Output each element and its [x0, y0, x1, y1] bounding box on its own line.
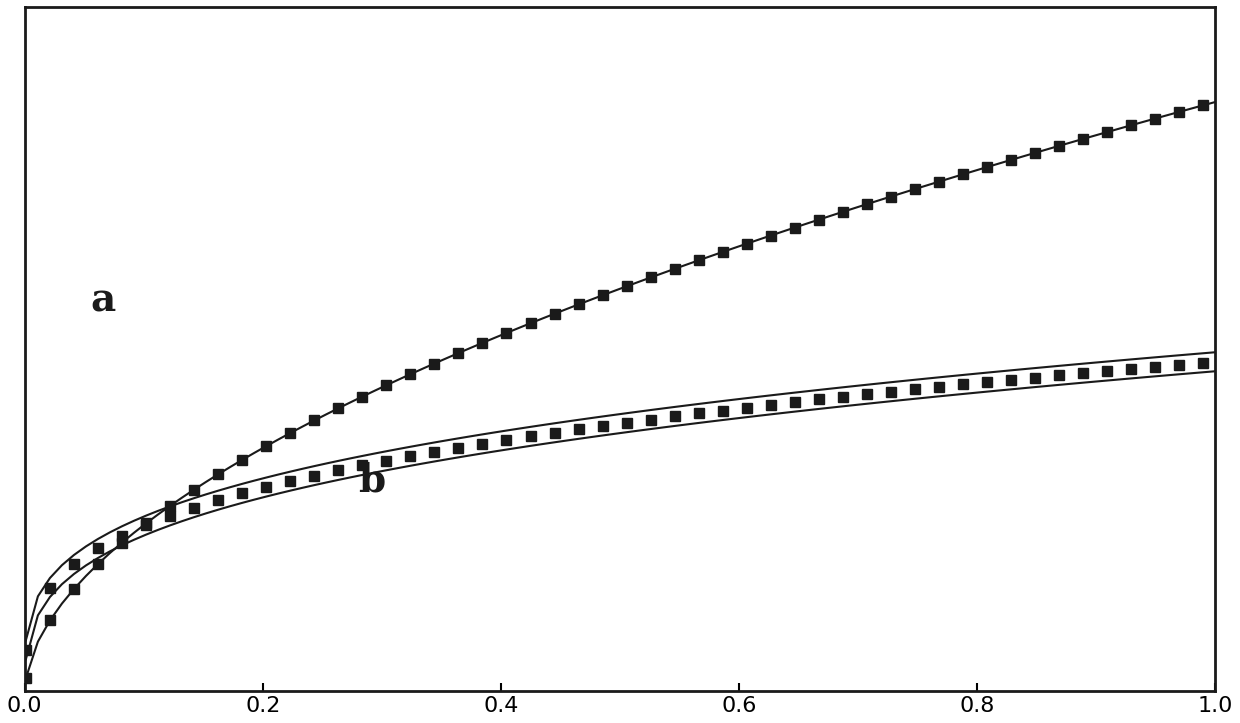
- Text: b: b: [358, 461, 386, 500]
- Text: a: a: [91, 281, 115, 319]
